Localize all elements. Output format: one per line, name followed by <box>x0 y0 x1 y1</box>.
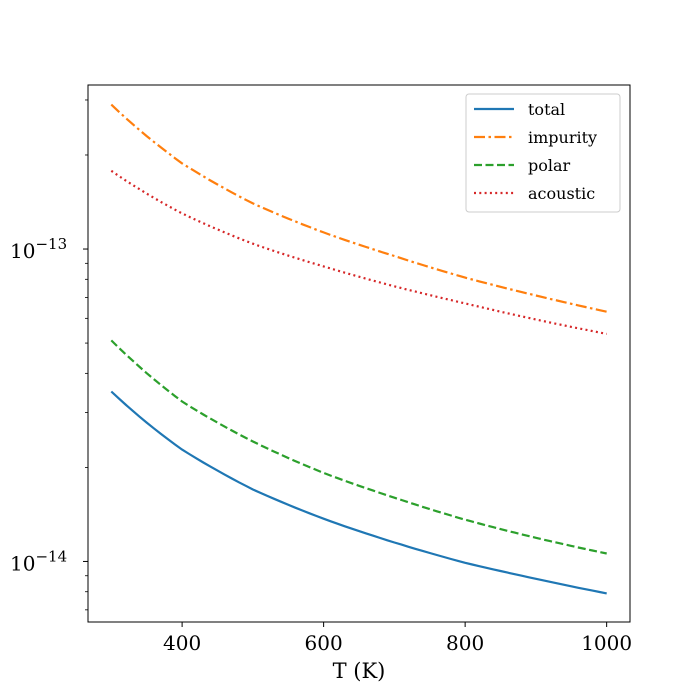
x-tick-label-600: 600 <box>305 631 343 655</box>
legend: total impurity polar acoustic <box>465 93 621 213</box>
series-line-acoustic <box>110 169 607 335</box>
x-tick-label-1000: 1000 <box>581 631 632 655</box>
legend-label-impurity: impurity <box>528 128 597 147</box>
legend-label-acoustic: acoustic <box>528 184 595 203</box>
x-axis-label: T (K) <box>333 659 386 683</box>
axes-layer: 400 600 800 1000 10−14 10−13 <box>10 84 632 655</box>
legend-label-polar: polar <box>528 156 571 175</box>
x-tick-label-800: 800 <box>446 631 484 655</box>
legend-box <box>465 93 621 213</box>
series-layer <box>110 103 607 595</box>
series-line-polar <box>110 339 607 555</box>
legend-label-total: total <box>528 100 565 119</box>
x-tick-label-400: 400 <box>163 631 201 655</box>
series-line-total <box>110 390 607 595</box>
y-tick-label-1: 10−13 <box>10 235 67 263</box>
y-tick-label-0: 10−14 <box>10 547 67 575</box>
series-line-impurity <box>110 103 607 313</box>
plot-frame <box>87 84 631 623</box>
